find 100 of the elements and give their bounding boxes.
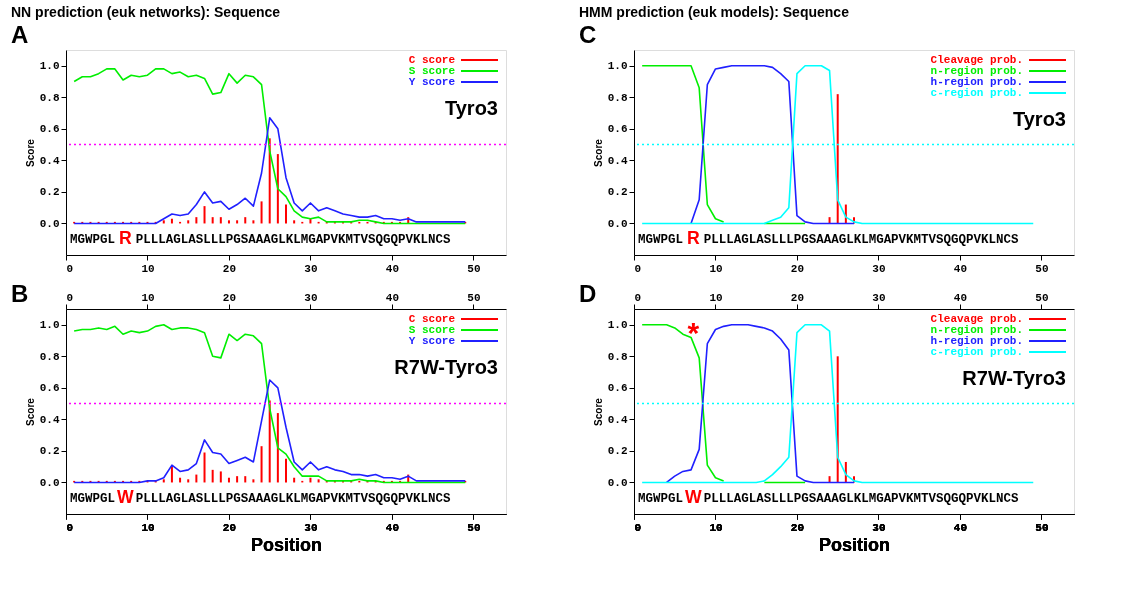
legend-label: c-region prob. bbox=[930, 346, 1023, 358]
y-axis-title: Score bbox=[592, 138, 604, 167]
text: A bbox=[11, 21, 29, 48]
y-tick-label: 0.2 bbox=[607, 186, 628, 199]
x2-tick-label: 40 bbox=[953, 521, 968, 534]
x-tick-label: 50 bbox=[1035, 262, 1049, 275]
legend-label: Cleavage prob. bbox=[930, 313, 1023, 325]
legend-label: S score bbox=[408, 65, 456, 77]
x2-tick-label: 50 bbox=[1035, 521, 1049, 534]
y-tick-label: 0.4 bbox=[39, 154, 60, 167]
x-tick-label: 10 bbox=[709, 262, 723, 275]
y-tick-label: 0.0 bbox=[607, 217, 628, 230]
x-tick-label: 20 bbox=[790, 262, 805, 275]
x2-tick-label: 10 bbox=[709, 521, 723, 534]
legend-label: Y score bbox=[408, 335, 456, 347]
x-axis-title: Position bbox=[251, 534, 322, 555]
x2-tick-label: 0 bbox=[66, 521, 74, 534]
y-tick-label: 0.4 bbox=[607, 154, 628, 167]
x-tick-label: 40 bbox=[953, 291, 968, 304]
annotation: R bbox=[687, 228, 701, 249]
x-tick-label: 0 bbox=[66, 262, 74, 275]
annotation: * bbox=[687, 315, 700, 349]
annotation: W bbox=[117, 487, 135, 508]
legend-label: C score bbox=[408, 313, 456, 325]
y-axis-title: Score bbox=[24, 138, 36, 167]
annotation: W bbox=[685, 487, 703, 508]
legend-label: h-region prob. bbox=[930, 335, 1023, 347]
x-axis-title: Position bbox=[819, 534, 890, 555]
legend-label: S score bbox=[408, 324, 456, 336]
annotation: PLLLAGLASLLLPGSAAAGLKLMGAPVKMTVSQGQPVKLNCS bbox=[703, 233, 1019, 248]
legend-label: c-region prob. bbox=[930, 87, 1023, 99]
legend-label: Y score bbox=[408, 76, 456, 88]
chart-title: HMM prediction (euk models): Sequence bbox=[579, 4, 850, 20]
y-tick-label: 0.0 bbox=[39, 217, 60, 230]
x-tick-label: 40 bbox=[385, 291, 400, 304]
y-tick-label: 0.6 bbox=[39, 382, 60, 395]
x2-tick-label: 10 bbox=[141, 521, 155, 534]
x-tick-label: 20 bbox=[790, 291, 805, 304]
y-axis-title: Score bbox=[592, 397, 604, 426]
text: D bbox=[579, 280, 597, 307]
x-tick-label: 30 bbox=[304, 291, 318, 304]
y-tick-label: 1.0 bbox=[39, 319, 60, 332]
annotation: MGWPGL bbox=[70, 492, 116, 507]
y-tick-label: 0.6 bbox=[607, 123, 628, 136]
x-tick-label: 40 bbox=[385, 262, 400, 275]
x-tick-label: 20 bbox=[222, 291, 237, 304]
y-tick-label: 0.2 bbox=[39, 445, 60, 458]
x2-tick-label: 20 bbox=[790, 521, 805, 534]
legend-label: Cleavage prob. bbox=[930, 54, 1023, 66]
x-tick-label: 10 bbox=[141, 291, 155, 304]
legend-label: C score bbox=[408, 54, 456, 66]
y-tick-label: 0.8 bbox=[607, 350, 628, 363]
annotation: PLLLAGLASLLLPGSAAAGLKLMGAPVKMTVSQGQPVKLNCS bbox=[135, 233, 451, 248]
x-tick-label: 50 bbox=[467, 291, 481, 304]
x-tick-label: 50 bbox=[1035, 291, 1049, 304]
x-tick-label: 10 bbox=[709, 291, 723, 304]
y-tick-label: 0.8 bbox=[607, 91, 628, 104]
x2-tick-label: 50 bbox=[467, 521, 481, 534]
x-tick-label: 30 bbox=[304, 262, 318, 275]
x-tick-label: 0 bbox=[66, 291, 74, 304]
y-tick-label: 1.0 bbox=[607, 319, 628, 332]
x-tick-label: 0 bbox=[634, 291, 642, 304]
y-tick-label: 0.4 bbox=[39, 413, 60, 426]
x2-tick-label: 0 bbox=[634, 521, 642, 534]
x-tick-label: 30 bbox=[872, 262, 886, 275]
x-tick-label: 30 bbox=[872, 291, 886, 304]
y-tick-label: 0.8 bbox=[39, 91, 60, 104]
x-tick-label: 40 bbox=[953, 262, 968, 275]
annotation: PLLLAGLASLLLPGSAAAGLKLMGAPVKMTVSQGQPVKLNCS bbox=[135, 492, 451, 507]
y-tick-label: 0.2 bbox=[607, 445, 628, 458]
legend-label: h-region prob. bbox=[930, 76, 1023, 88]
annotation: Tyro3 bbox=[1013, 108, 1066, 130]
y-tick-label: 0.0 bbox=[607, 476, 628, 489]
x2-tick-label: 20 bbox=[222, 521, 237, 534]
annotation: R7W-Tyro3 bbox=[962, 367, 1066, 389]
annotation: R bbox=[119, 228, 133, 249]
y-tick-label: 0.8 bbox=[39, 350, 60, 363]
annotation: MGWPGL bbox=[70, 233, 116, 248]
x2-tick-label: 30 bbox=[304, 521, 318, 534]
x-tick-label: 10 bbox=[141, 262, 155, 275]
x2-tick-label: 30 bbox=[872, 521, 886, 534]
annotation: MGWPGL bbox=[638, 492, 684, 507]
x-tick-label: 50 bbox=[467, 262, 481, 275]
annotation: Tyro3 bbox=[445, 97, 498, 119]
text: C bbox=[579, 21, 597, 48]
y-tick-label: 0.2 bbox=[39, 186, 60, 199]
x2-tick-label: 40 bbox=[385, 521, 400, 534]
y-tick-label: 0.6 bbox=[39, 123, 60, 136]
y-tick-label: 0.4 bbox=[607, 413, 628, 426]
y-axis-title: Score bbox=[24, 397, 36, 426]
legend-label: n-region prob. bbox=[930, 65, 1023, 77]
y-tick-label: 0.6 bbox=[607, 382, 628, 395]
y-tick-label: 0.0 bbox=[39, 476, 60, 489]
text: B bbox=[11, 280, 29, 307]
legend-label: n-region prob. bbox=[930, 324, 1023, 336]
chart-title: NN prediction (euk networks): Sequence bbox=[11, 4, 281, 20]
annotation: PLLLAGLASLLLPGSAAAGLKLMGAPVKMTVSQGQPVKLNCS bbox=[703, 492, 1019, 507]
x-tick-label: 20 bbox=[222, 262, 237, 275]
x-tick-label: 0 bbox=[634, 262, 642, 275]
annotation: R7W-Tyro3 bbox=[394, 356, 498, 378]
